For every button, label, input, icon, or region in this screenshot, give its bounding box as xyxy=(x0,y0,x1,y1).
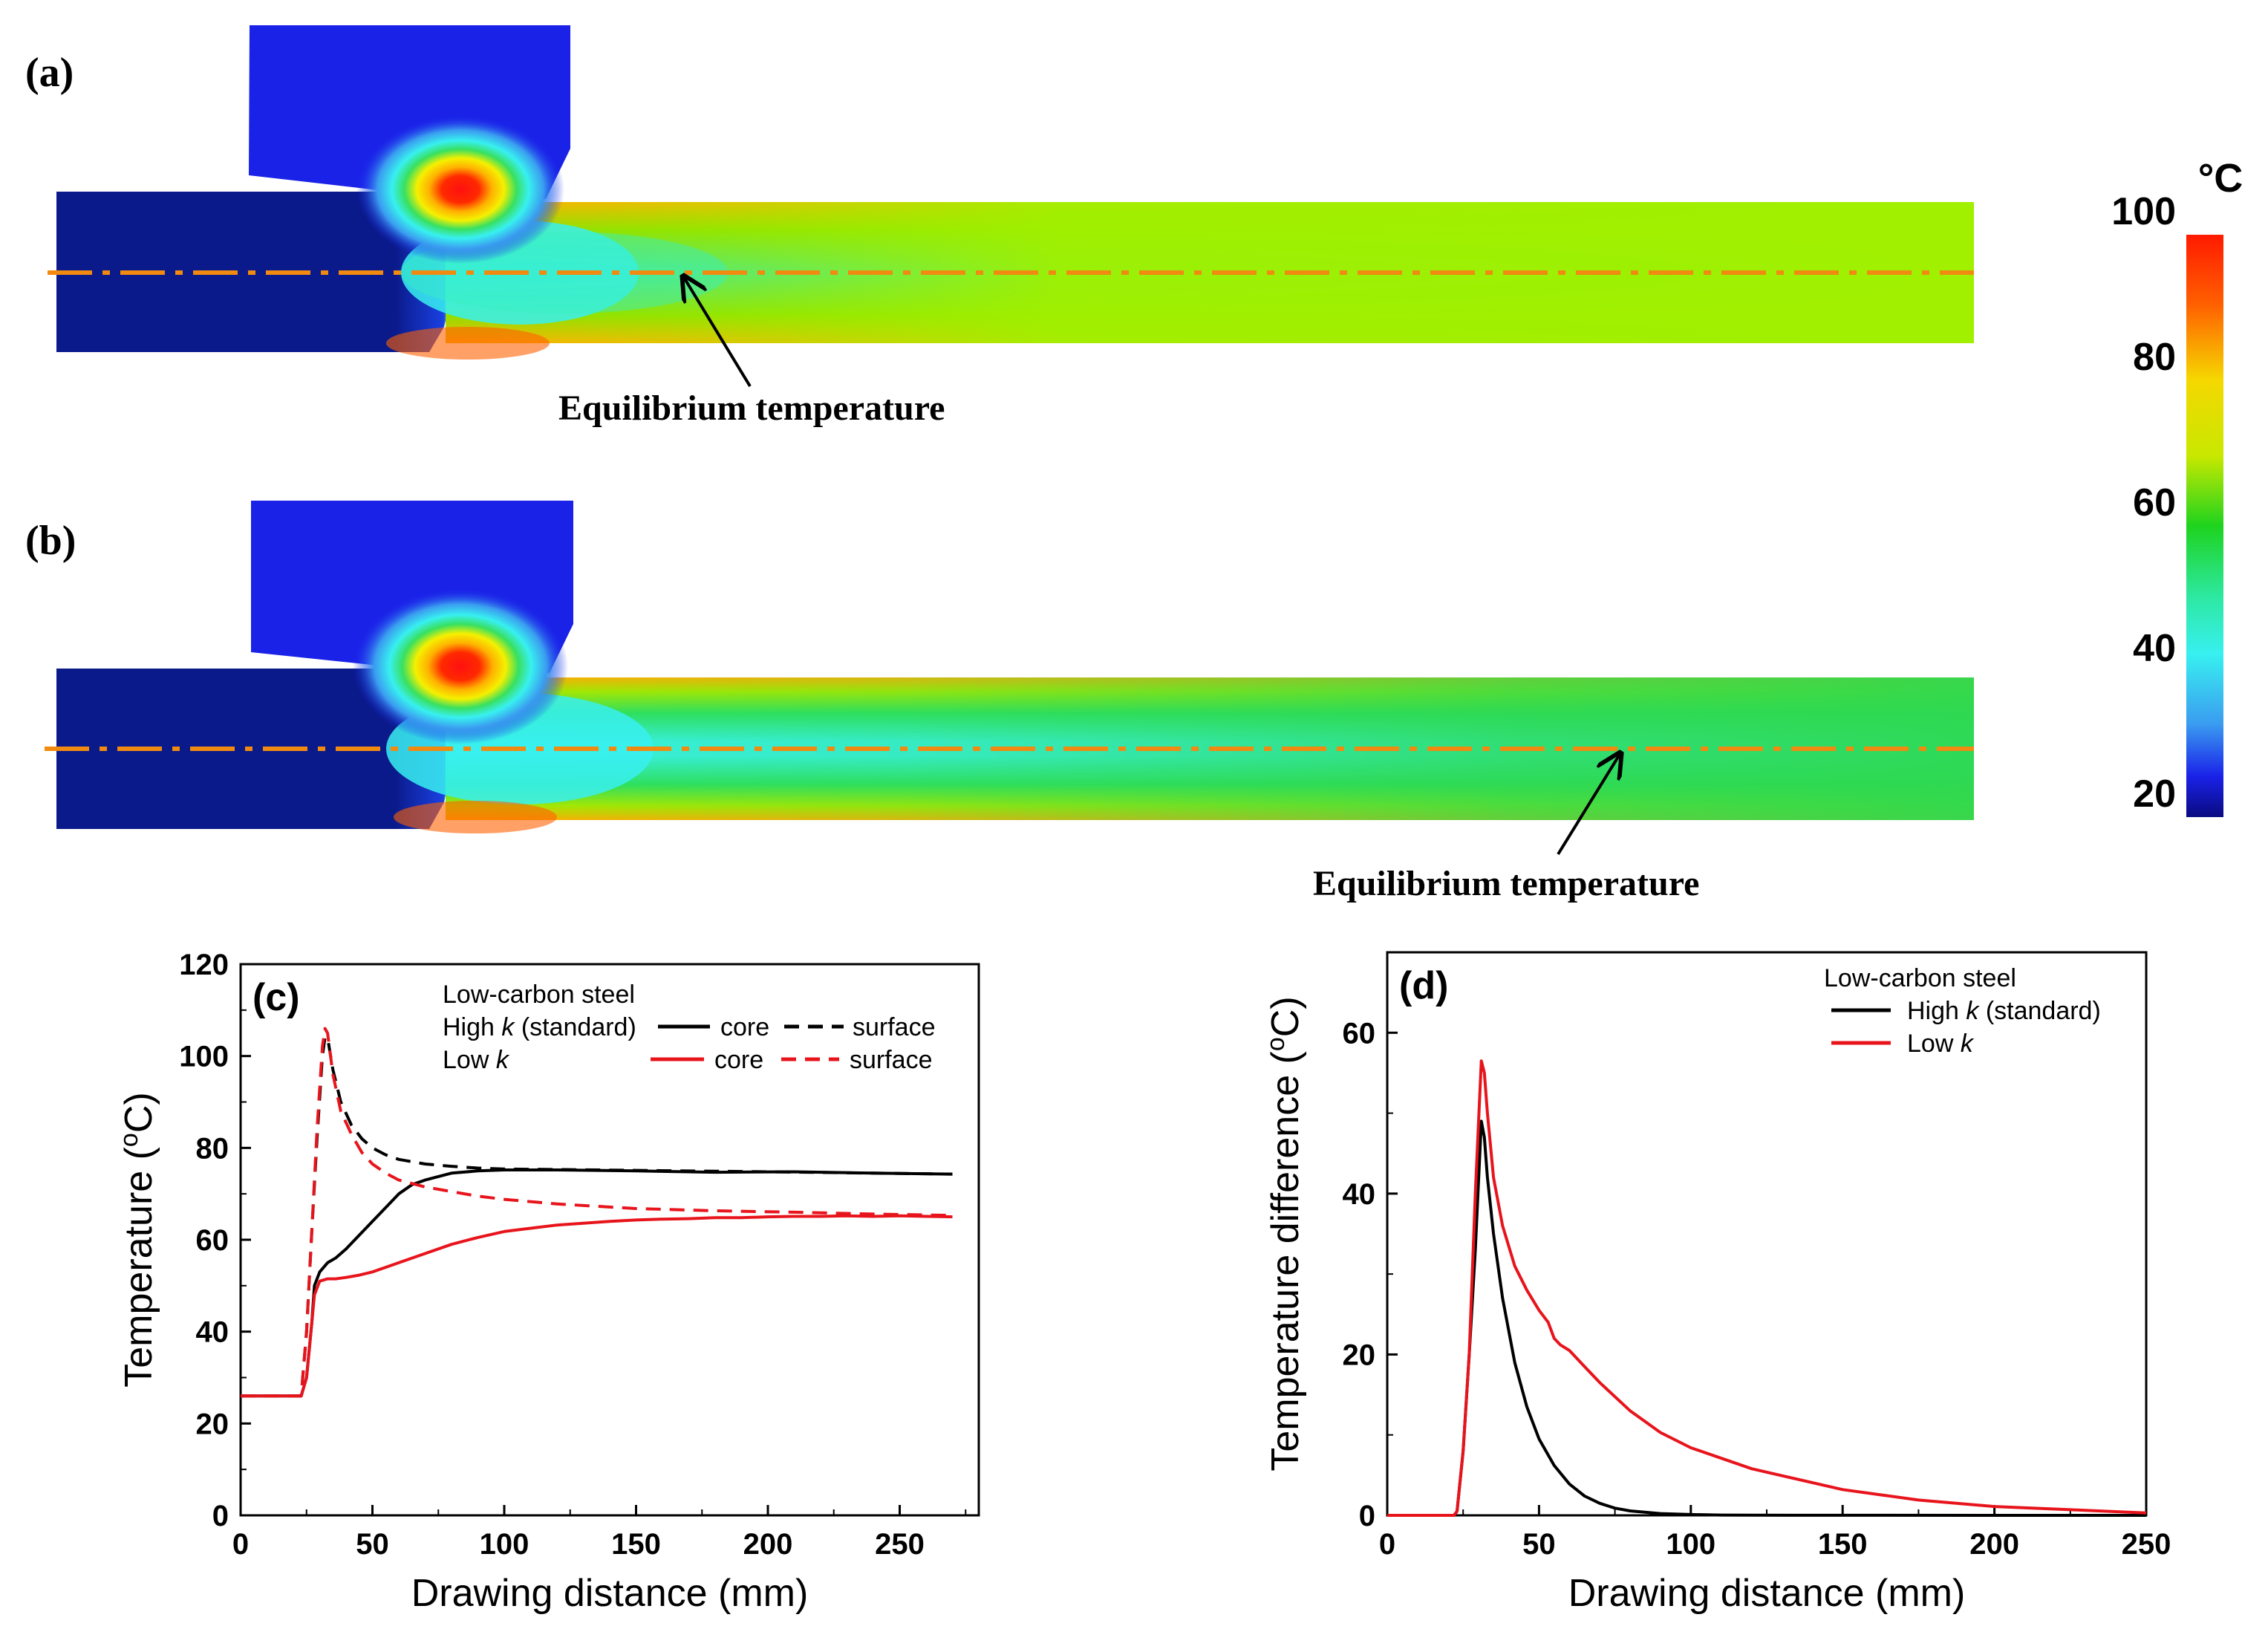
y-axis-label: Temperature (oC) xyxy=(115,1092,160,1387)
panel-a-field xyxy=(48,25,1974,388)
series-line xyxy=(241,1214,953,1398)
colorbar-tick: 40 xyxy=(2133,627,2176,670)
y-axis-label: Temperature difference (oC) xyxy=(1262,996,1307,1471)
x-tick-label: 50 xyxy=(356,1528,389,1561)
x-tick-label: 150 xyxy=(611,1528,661,1561)
colorbar-tick: 60 xyxy=(2133,481,2176,524)
legend-surface-label: surface xyxy=(853,1013,936,1041)
panel-b-label: (b) xyxy=(25,518,76,564)
x-tick-label: 100 xyxy=(480,1528,529,1561)
arrow-a xyxy=(683,276,752,388)
x-tick-label: 0 xyxy=(1379,1528,1395,1561)
colorbar-tick: 100 xyxy=(2111,190,2176,233)
x-tick-label: 200 xyxy=(743,1528,793,1561)
x-tick-label: 250 xyxy=(875,1528,925,1561)
colorbar-gradient xyxy=(2186,235,2223,817)
y-tick-label: 120 xyxy=(179,949,229,981)
legend-title: Low-carbon steel xyxy=(1824,964,2016,992)
colorbar-tick: 80 xyxy=(2133,336,2176,379)
series-line xyxy=(1387,1059,2147,1517)
legend-core-label: core xyxy=(714,1046,763,1074)
legend-label-low-k: Low k xyxy=(1907,1030,1975,1058)
series-line xyxy=(1387,1119,2146,1517)
colorbar-unit: °C xyxy=(2198,156,2243,201)
legend-title: Low-carbon steel xyxy=(443,981,635,1009)
colorbar: °C 100 80 60 40 20 xyxy=(2111,156,2243,817)
plot-frame xyxy=(1386,951,2148,1517)
legend-surface-label: surface xyxy=(850,1046,933,1074)
panel-a-annotation: Equilibrium temperature xyxy=(558,388,945,428)
panel-b-annotation: Equilibrium temperature xyxy=(1313,864,1700,903)
x-axis-label: Drawing distance (mm) xyxy=(411,1572,809,1615)
billet-b xyxy=(56,669,454,829)
y-tick-label: 80 xyxy=(196,1132,229,1165)
series-line xyxy=(241,1027,953,1398)
legend-label-low-k: Low k xyxy=(443,1046,510,1074)
x-tick-label: 200 xyxy=(1969,1528,2019,1561)
chart-d: 0 50 100 150 200 250 0 20 40 60 Drawing distance (… xyxy=(1262,951,2171,1615)
x-tick-label: 100 xyxy=(1666,1528,1715,1561)
y-tick-label: 20 xyxy=(196,1408,229,1440)
y-tick-label: 40 xyxy=(196,1316,229,1349)
x-tick-label: 250 xyxy=(2122,1528,2171,1561)
x-tick-label: 0 xyxy=(232,1528,249,1561)
legend-label-high-k: High k (standard) xyxy=(1907,997,2101,1025)
chart-panel-label: (c) xyxy=(252,976,300,1019)
legend-core-label: core xyxy=(720,1013,769,1041)
x-tick-label: 150 xyxy=(1818,1528,1868,1561)
hot-spot-b xyxy=(353,588,568,744)
y-tick-label: 0 xyxy=(1359,1500,1375,1532)
chart-panel-label: (d) xyxy=(1399,964,1448,1007)
legend-label-high-k: High k (standard) xyxy=(443,1013,636,1041)
y-tick-label: 100 xyxy=(179,1041,229,1073)
panel-b-field xyxy=(45,501,1974,856)
y-tick-label: 0 xyxy=(212,1500,229,1532)
x-axis-label: Drawing distance (mm) xyxy=(1568,1572,1966,1615)
colorbar-tick: 20 xyxy=(2133,773,2176,816)
arrow-b xyxy=(1557,753,1620,856)
chart-c: 0 50 100 150 200 250 0 20 40 60 80 100 120 Drawing di… xyxy=(115,949,980,1615)
hot-spot-a xyxy=(356,115,564,264)
y-tick-label: 60 xyxy=(196,1224,229,1257)
y-tick-label: 20 xyxy=(1343,1339,1376,1371)
panel-a-label: (a) xyxy=(25,50,74,96)
y-tick-label: 40 xyxy=(1343,1178,1376,1211)
series-line xyxy=(241,1168,953,1398)
x-tick-label: 50 xyxy=(1522,1528,1556,1561)
y-tick-label: 60 xyxy=(1343,1017,1376,1050)
